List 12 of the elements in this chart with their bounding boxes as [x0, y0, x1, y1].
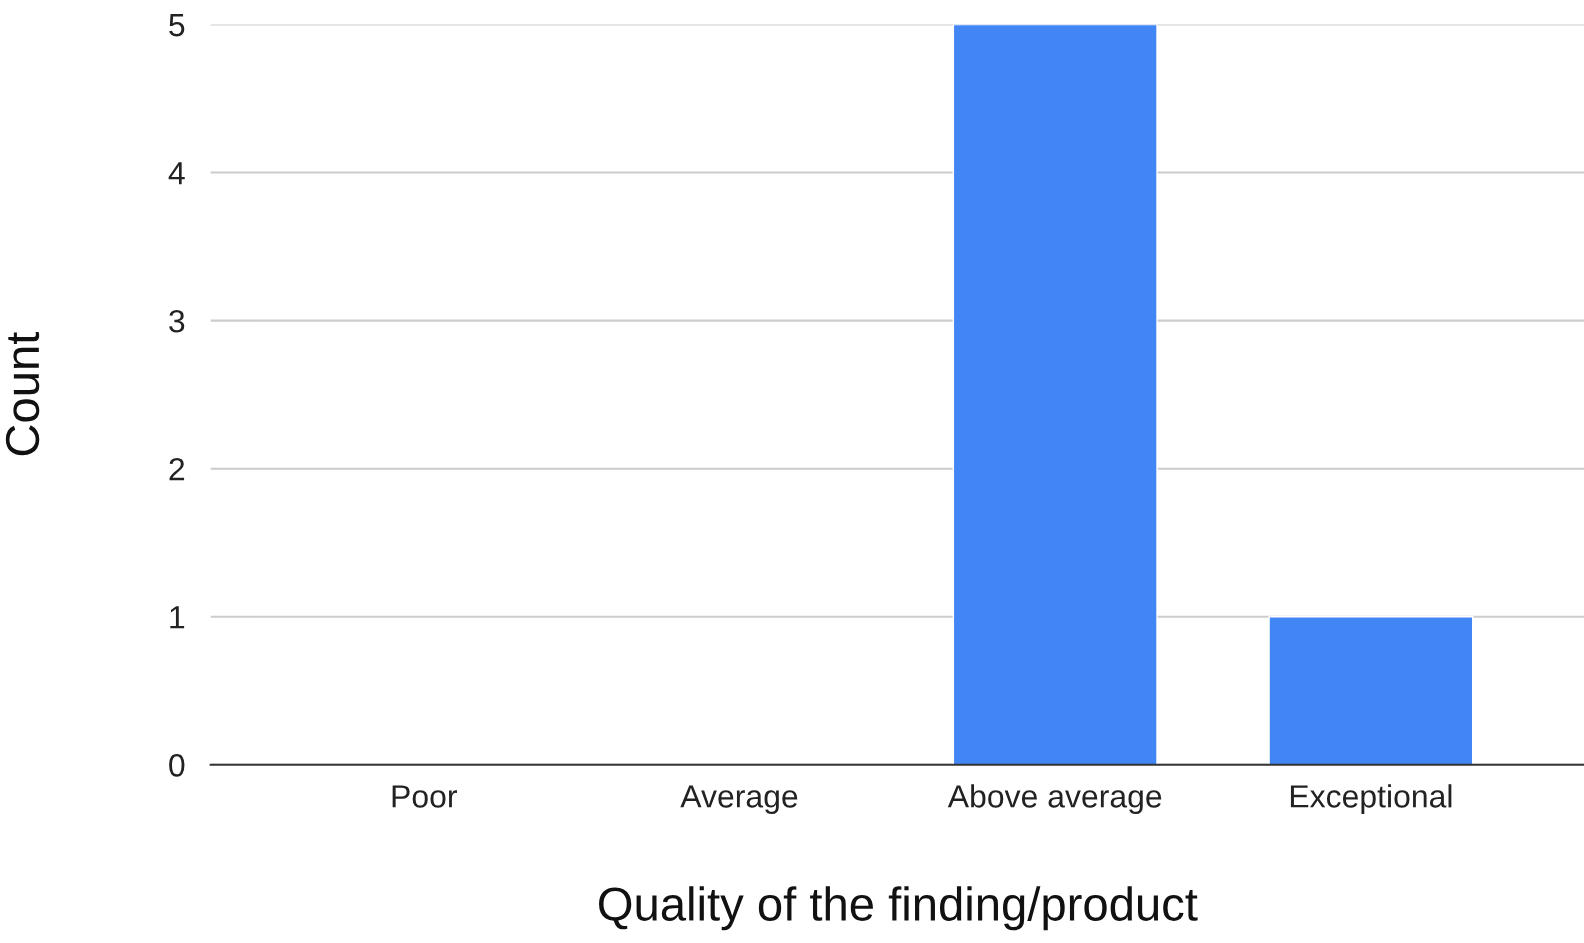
y-axis-title: Count: [5, 331, 40, 456]
y-tick-label: 4: [168, 162, 185, 185]
y-tick-label: 3: [169, 309, 185, 333]
x-tick-label: Above average: [947, 784, 1162, 814]
x-axis-title: Quality of the finding/product: [599, 886, 1198, 931]
y-tick-label: 0: [169, 754, 185, 777]
x-tick-label: Poor: [392, 785, 457, 808]
y-tick-label: 1: [170, 606, 185, 629]
y-tick-label: 2: [169, 457, 185, 481]
x-tick-label: Exceptional: [1290, 784, 1452, 814]
y-tick-label: 5: [169, 14, 185, 37]
x-tick-label: Average: [680, 785, 798, 814]
